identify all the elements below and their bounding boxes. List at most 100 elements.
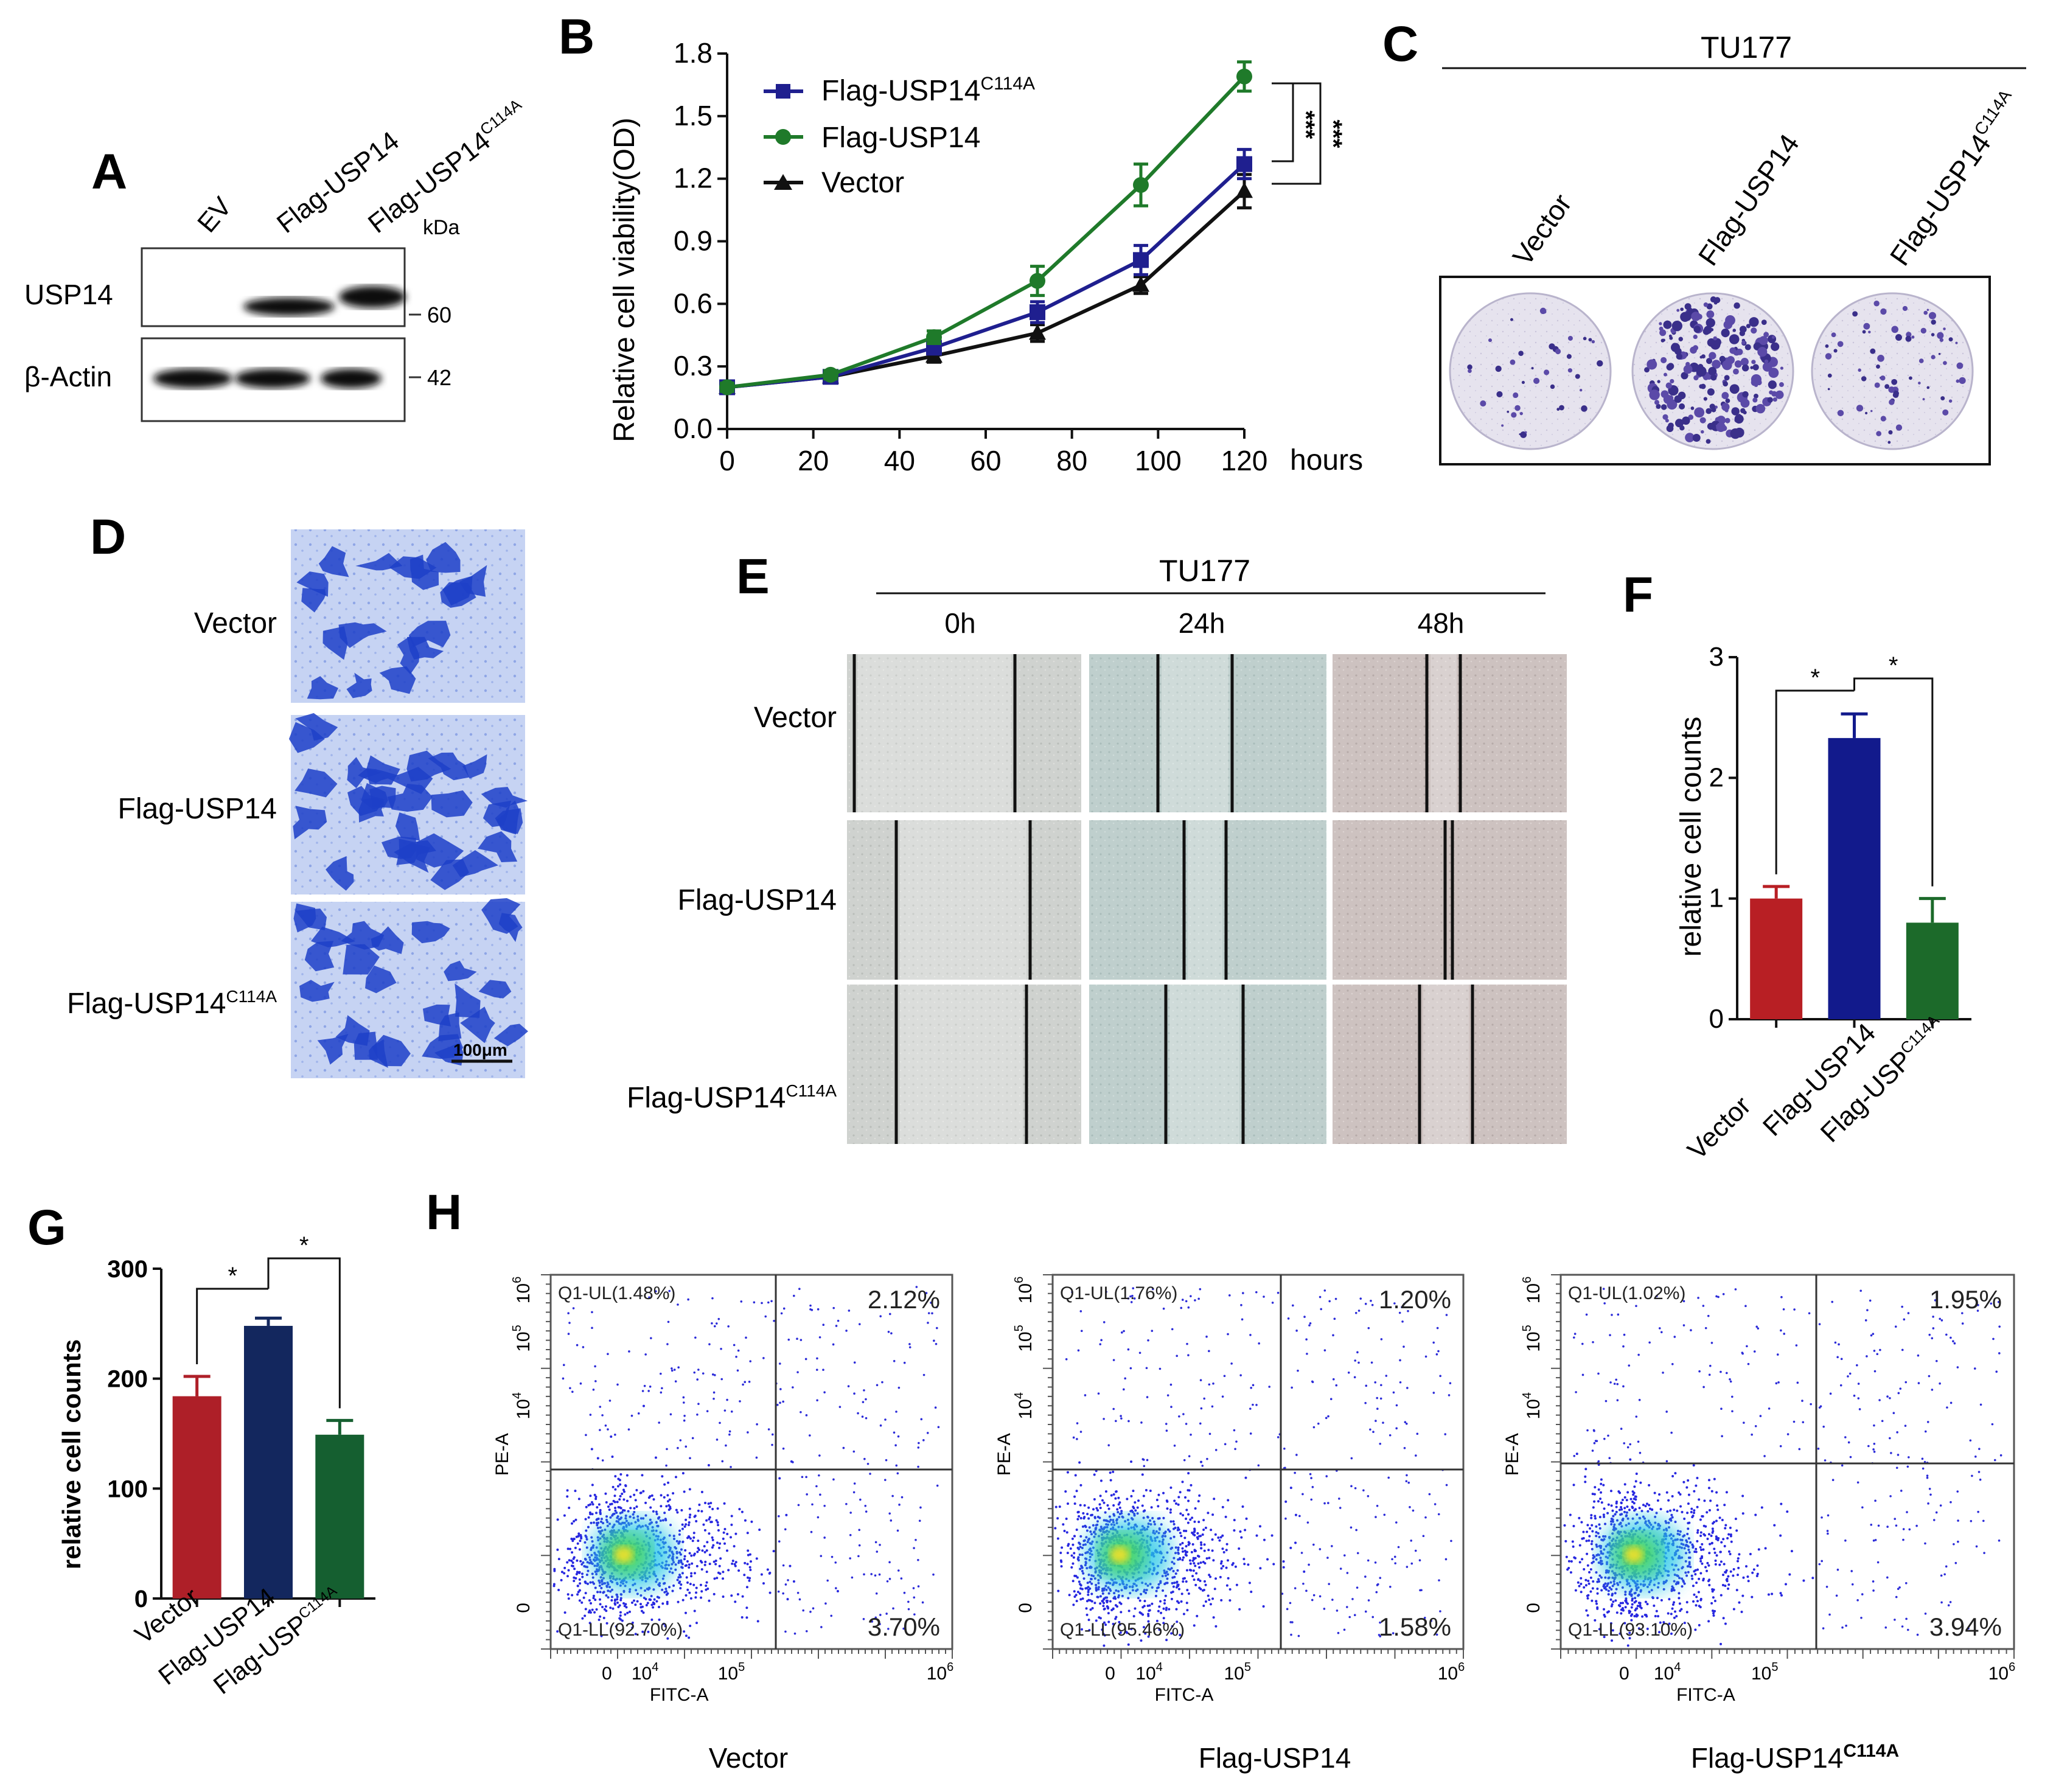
event-dot: [563, 1514, 566, 1517]
event-dot: [649, 1385, 652, 1388]
event-dot: [1117, 1503, 1120, 1506]
event-dot: [597, 1521, 600, 1524]
event-dot: [818, 1474, 820, 1477]
colony: [1723, 381, 1728, 387]
event-dot: [1747, 1580, 1750, 1583]
event-dot: [1744, 1305, 1747, 1308]
event-dot: [1671, 1603, 1674, 1606]
event-dot: [1999, 1454, 2002, 1457]
event-dot: [853, 1361, 856, 1364]
event-dot: [1302, 1493, 1304, 1496]
event-dot: [1659, 1621, 1662, 1624]
event-dot: [713, 1397, 715, 1400]
legend: Flag-USP14C114A Flag-USP14 Vector: [764, 74, 1035, 199]
colony: [1938, 352, 1941, 355]
event-dot: [1711, 1590, 1714, 1593]
event-dot: [1372, 1431, 1375, 1434]
event-dot: [699, 1583, 702, 1586]
event-dot: [922, 1373, 925, 1376]
event-dot: [1323, 1349, 1326, 1351]
event-dot: [589, 1611, 592, 1614]
event-dot: [685, 1576, 688, 1579]
event-dot: [1983, 1552, 1985, 1554]
event-dot: [672, 1584, 675, 1587]
data-point: [926, 329, 942, 346]
event-dot: [1939, 1317, 1941, 1320]
event-dot: [1075, 1529, 1078, 1532]
event-dot: [1195, 1572, 1198, 1575]
event-dot: [567, 1569, 570, 1572]
event-dot: [1108, 1515, 1111, 1518]
event-dot: [1103, 1321, 1106, 1323]
lane-label-ev: EV: [192, 191, 238, 238]
event-dot: [1722, 1538, 1725, 1541]
event-dot: [1339, 1567, 1342, 1570]
event-dot: [823, 1504, 826, 1507]
event-dot: [663, 1483, 666, 1486]
event-dot: [593, 1493, 596, 1496]
event-dot: [1143, 1465, 1146, 1468]
event-dot: [1189, 1518, 1192, 1521]
event-dot: [1221, 1547, 1224, 1550]
event-dot: [879, 1623, 881, 1625]
event-dot: [808, 1434, 811, 1437]
event-dot: [589, 1494, 592, 1497]
migrated-cell: [293, 806, 327, 840]
event-dot: [1072, 1543, 1075, 1546]
event-dot: [1956, 1490, 1959, 1493]
event-dot: [594, 1599, 597, 1602]
event-dot: [702, 1523, 705, 1526]
event-dot: [1844, 1539, 1847, 1542]
event-dot: [890, 1332, 893, 1334]
event-dot: [601, 1605, 604, 1608]
event-dot: [700, 1596, 703, 1599]
event-dot: [1394, 1562, 1396, 1564]
event-dot: [1699, 1548, 1702, 1551]
colony: [1926, 309, 1929, 312]
event-dot: [736, 1369, 739, 1372]
event-dot: [863, 1457, 866, 1460]
colony: [1696, 366, 1707, 377]
event-dot: [693, 1609, 696, 1612]
event-dot: [1159, 1600, 1162, 1603]
event-dot: [609, 1590, 612, 1593]
event-dot: [1624, 1593, 1627, 1596]
event-dot: [643, 1596, 646, 1599]
event-dot: [1191, 1516, 1194, 1519]
event-dot: [762, 1582, 765, 1585]
event-dot: [1620, 1428, 1623, 1430]
event-dot: [1099, 1343, 1102, 1345]
colony: [1488, 338, 1493, 343]
event-dot: [1908, 1528, 1911, 1531]
event-dot: [1943, 1573, 1946, 1576]
colony: [1740, 358, 1749, 366]
event-dot: [1696, 1529, 1699, 1532]
event-dot: [1173, 1522, 1176, 1525]
event-dot: [1142, 1626, 1145, 1629]
event-dot: [1683, 1622, 1686, 1625]
event-dot: [1624, 1599, 1627, 1602]
event-dot: [1375, 1516, 1377, 1518]
colony: [1690, 406, 1695, 410]
event-dot: [1895, 1466, 1898, 1470]
flow-plot: Q1-UL(1.76%) 1.20%Q1-LL(95.46%) 1.58%FITC-…: [994, 1274, 1465, 1774]
event-dot: [607, 1353, 609, 1355]
event-dot: [1598, 1628, 1601, 1631]
event-dot: [1075, 1600, 1078, 1603]
event-dot: [1136, 1512, 1139, 1515]
event-dot: [619, 1494, 622, 1497]
event-dot: [1272, 1563, 1275, 1566]
event-dot: [705, 1581, 708, 1584]
colony: [1660, 390, 1669, 399]
event-dot: [1145, 1589, 1148, 1592]
event-dot: [1665, 1491, 1668, 1494]
event-dot: [716, 1577, 719, 1580]
event-dot: [556, 1518, 559, 1521]
event-dot: [1227, 1577, 1230, 1580]
event-dot: [1311, 1486, 1314, 1488]
event-dot: [1620, 1513, 1623, 1516]
colony: [1591, 340, 1595, 344]
event-dot: [1636, 1605, 1639, 1608]
event-dot: [1204, 1526, 1207, 1529]
event-dot: [1327, 1502, 1329, 1504]
